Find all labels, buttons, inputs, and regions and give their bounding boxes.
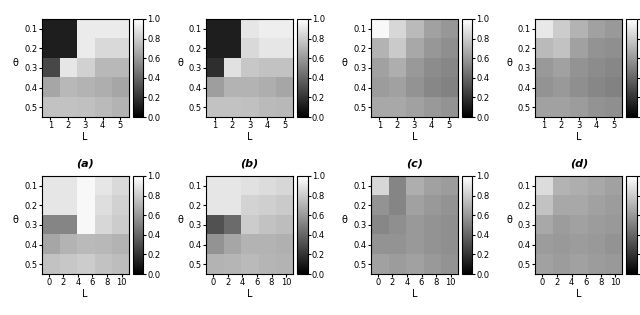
X-axis label: L: L [83, 132, 88, 141]
X-axis label: L: L [247, 289, 253, 299]
X-axis label: L: L [576, 289, 582, 299]
Y-axis label: θ: θ [506, 215, 513, 225]
Text: (d): (d) [570, 158, 588, 168]
Y-axis label: θ: θ [342, 58, 348, 68]
X-axis label: L: L [83, 289, 88, 299]
Y-axis label: θ: θ [506, 58, 513, 68]
X-axis label: L: L [412, 132, 417, 141]
Y-axis label: θ: θ [13, 215, 19, 225]
X-axis label: L: L [247, 132, 253, 141]
Text: (b): (b) [241, 158, 259, 168]
Y-axis label: θ: θ [177, 215, 183, 225]
Y-axis label: θ: θ [13, 58, 19, 68]
X-axis label: L: L [576, 132, 582, 141]
Y-axis label: θ: θ [342, 215, 348, 225]
Text: (a): (a) [76, 158, 94, 168]
Y-axis label: θ: θ [177, 58, 183, 68]
X-axis label: L: L [412, 289, 417, 299]
Text: (c): (c) [406, 158, 423, 168]
